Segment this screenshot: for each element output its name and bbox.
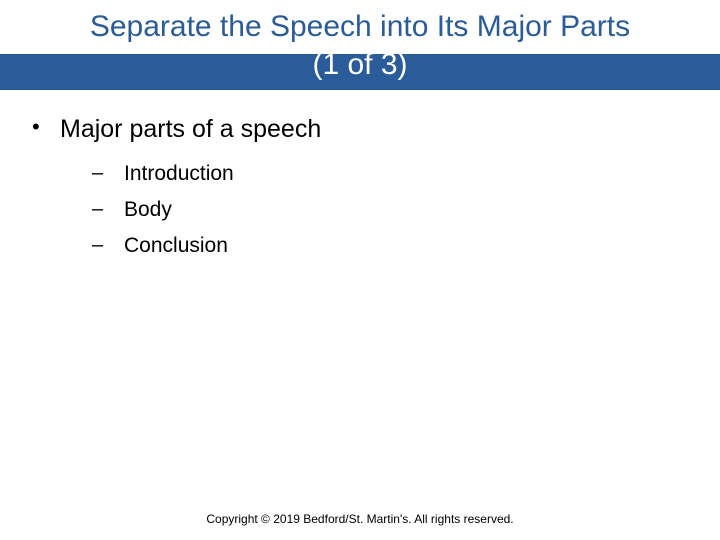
sub-bullet-text: Introduction <box>124 160 234 188</box>
list-item: – Introduction <box>92 160 700 188</box>
main-bullet: • Major parts of a speech <box>32 113 700 146</box>
list-item: – Conclusion <box>92 232 700 260</box>
slide-title: Separate the Speech into Its Major Parts… <box>20 8 700 83</box>
title-line-2: (1 of 3) <box>20 46 700 84</box>
list-item: – Body <box>92 196 700 224</box>
dash-marker: – <box>92 232 124 259</box>
slide-content: • Major parts of a speech – Introduction… <box>0 95 720 261</box>
main-bullet-text: Major parts of a speech <box>60 113 321 146</box>
title-line-1: Separate the Speech into Its Major Parts <box>20 8 700 46</box>
sub-bullet-text: Body <box>124 196 172 224</box>
sub-bullet-text: Conclusion <box>124 232 228 260</box>
bullet-marker: • <box>32 113 60 142</box>
dash-marker: – <box>92 196 124 223</box>
sub-bullet-list: – Introduction – Body – Conclusion <box>32 160 700 261</box>
copyright-footer: Copyright © 2019 Bedford/St. Martin's. A… <box>0 512 720 526</box>
dash-marker: – <box>92 160 124 187</box>
slide-title-area: Separate the Speech into Its Major Parts… <box>0 0 720 95</box>
